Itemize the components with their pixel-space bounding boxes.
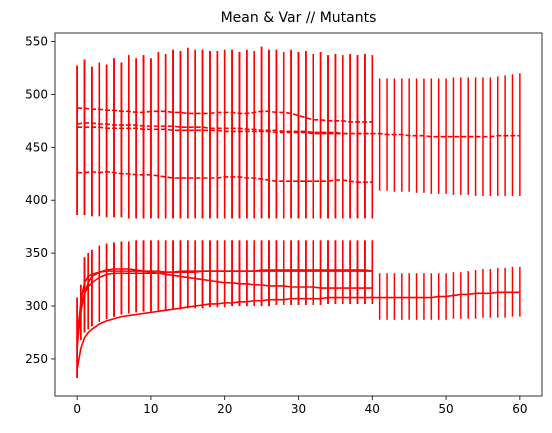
y-tick-label: 500 — [25, 87, 48, 101]
x-tick-label: 30 — [291, 402, 306, 416]
y-tick-label: 250 — [25, 352, 48, 366]
y-tick-label: 550 — [25, 34, 48, 48]
x-tick-label: 20 — [217, 402, 232, 416]
series-8 — [76, 240, 521, 379]
x-tick-label: 10 — [143, 402, 158, 416]
x-axis: 0 10 20 30 40 50 60 — [73, 396, 528, 416]
x-tick-label: 0 — [73, 402, 81, 416]
series-line — [77, 170, 373, 184]
x-tick-label: 40 — [365, 402, 380, 416]
plot-area — [54, 32, 543, 397]
y-tick-label: 350 — [25, 246, 48, 260]
y-axis: 250 300 350 400 450 500 550 — [25, 34, 55, 366]
y-tick-label: 300 — [25, 299, 48, 313]
x-tick-label: 60 — [512, 402, 527, 416]
series-line — [76, 291, 520, 370]
series-4 — [76, 46, 374, 219]
series-layer — [76, 46, 521, 379]
x-tick-label: 50 — [438, 402, 453, 416]
y-tick-label: 400 — [25, 193, 48, 207]
chart-title: Mean & Var // Mutants — [221, 10, 377, 26]
y-tick-label: 450 — [25, 140, 48, 154]
